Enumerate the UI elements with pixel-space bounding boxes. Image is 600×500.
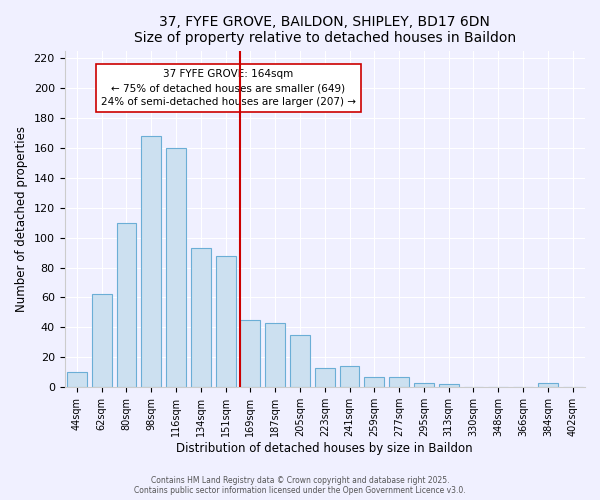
Bar	[116, 222, 136, 387]
Bar	[364, 376, 384, 387]
Bar	[389, 376, 409, 387]
Text: 37 FYFE GROVE: 164sqm
← 75% of detached houses are smaller (649)
24% of semi-det: 37 FYFE GROVE: 164sqm ← 75% of detached …	[101, 69, 356, 107]
Y-axis label: Number of detached properties: Number of detached properties	[15, 126, 28, 312]
Bar	[166, 148, 186, 387]
Bar	[67, 372, 87, 387]
X-axis label: Distribution of detached houses by size in Baildon: Distribution of detached houses by size …	[176, 442, 473, 455]
Bar	[191, 248, 211, 387]
Bar	[538, 382, 558, 387]
Bar	[92, 294, 112, 387]
Bar	[315, 368, 335, 387]
Bar	[241, 320, 260, 387]
Bar	[439, 384, 458, 387]
Bar	[142, 136, 161, 387]
Bar	[265, 323, 285, 387]
Bar	[216, 256, 236, 387]
Bar	[290, 335, 310, 387]
Bar	[340, 366, 359, 387]
Title: 37, FYFE GROVE, BAILDON, SHIPLEY, BD17 6DN
Size of property relative to detached: 37, FYFE GROVE, BAILDON, SHIPLEY, BD17 6…	[134, 15, 516, 45]
Text: Contains HM Land Registry data © Crown copyright and database right 2025.
Contai: Contains HM Land Registry data © Crown c…	[134, 476, 466, 495]
Bar	[414, 382, 434, 387]
